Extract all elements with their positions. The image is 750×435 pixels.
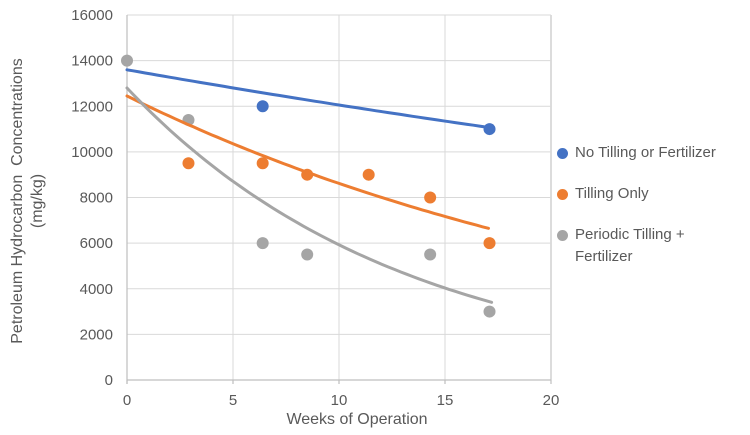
data-point-series-2 xyxy=(483,237,496,250)
legend-item: Tilling Only xyxy=(557,183,747,205)
data-point-series-2 xyxy=(256,157,269,170)
legend-marker-icon xyxy=(557,148,568,159)
x-tick-label: 10 xyxy=(331,392,348,409)
y-tick-label: 2000 xyxy=(80,326,113,343)
trendline-series-1 xyxy=(125,68,494,130)
trendline-series-3 xyxy=(125,86,494,304)
x-tick-label: 15 xyxy=(437,392,454,409)
y-tick-label: 14000 xyxy=(71,53,113,70)
data-point-series-3 xyxy=(121,54,133,67)
y-tick-label: 4000 xyxy=(80,281,113,298)
y-axis-title: Petroleum Hydrocarbon Concentrations (mg… xyxy=(9,58,46,344)
legend-label: No Tilling or Fertilizer xyxy=(575,144,716,161)
data-point-series-2 xyxy=(362,168,375,181)
y-tick-label: 16000 xyxy=(71,7,113,24)
legend: No Tilling or Fertilizer Tilling Only Peri… xyxy=(557,142,747,287)
data-point-series-1 xyxy=(256,100,269,113)
data-point-series-3 xyxy=(256,237,269,250)
data-point-series-3 xyxy=(301,248,314,261)
y-tick-label: 10000 xyxy=(71,144,113,161)
legend-marker-icon xyxy=(557,230,568,241)
x-tick-label: 20 xyxy=(543,392,560,409)
data-point-series-2 xyxy=(182,157,195,170)
x-axis-title: Weeks of Operation xyxy=(286,411,428,428)
legend-item: No Tilling or Fertilizer xyxy=(557,142,747,164)
legend-marker-icon xyxy=(557,189,568,200)
y-tick-label: 0 xyxy=(105,372,113,389)
legend-label: Periodic Tilling + Fertilizer xyxy=(575,226,685,265)
x-tick-label: 0 xyxy=(123,392,131,409)
legend-item: Periodic Tilling + Fertilizer xyxy=(557,224,747,268)
data-point-series-3 xyxy=(424,248,437,261)
legend-label: Tilling Only xyxy=(575,185,649,202)
x-tick-label: 5 xyxy=(229,392,237,409)
trendline-series-2 xyxy=(125,94,490,230)
y-tick-label: 12000 xyxy=(71,98,113,115)
y-tick-label: 6000 xyxy=(80,235,113,252)
y-tick-label: 8000 xyxy=(80,190,113,207)
data-point-series-3 xyxy=(483,305,496,318)
data-point-series-2 xyxy=(424,191,437,204)
